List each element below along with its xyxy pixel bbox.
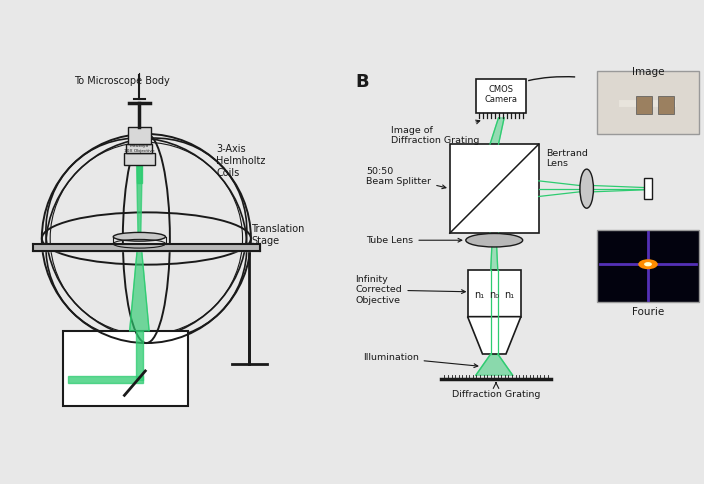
Text: B: B	[356, 73, 369, 91]
Text: Tube Lens: Tube Lens	[366, 236, 462, 245]
Bar	[477, 79, 527, 113]
Ellipse shape	[639, 259, 658, 269]
Bar	[643, 178, 653, 199]
Text: 50:50
Beam Splitter: 50:50 Beam Splitter	[366, 166, 446, 189]
Ellipse shape	[113, 232, 165, 241]
Text: Infinity
Corrected
Objective: Infinity Corrected Objective	[356, 275, 465, 305]
Polygon shape	[136, 331, 143, 379]
Ellipse shape	[466, 233, 522, 247]
Polygon shape	[137, 166, 142, 183]
Text: n₁: n₁	[474, 290, 484, 301]
Text: Translation
Stage: Translation Stage	[251, 224, 304, 246]
Text: n₁: n₁	[504, 290, 514, 301]
Bar	[636, 95, 653, 114]
Text: Diffraction Grating: Diffraction Grating	[452, 390, 540, 398]
Bar	[598, 71, 698, 134]
Bar	[658, 95, 674, 114]
Polygon shape	[130, 244, 149, 331]
Text: Mitutoyo
10X Objective: Mitutoyo 10X Objective	[124, 144, 155, 153]
Polygon shape	[491, 240, 498, 271]
Polygon shape	[490, 118, 504, 144]
Polygon shape	[68, 376, 143, 383]
Polygon shape	[476, 354, 513, 375]
Bar	[128, 127, 151, 144]
Ellipse shape	[580, 169, 593, 208]
Bar	[63, 331, 188, 406]
Bar	[467, 271, 521, 317]
Text: 3-Axis
Helmholtz
Coils: 3-Axis Helmholtz Coils	[216, 144, 265, 178]
Text: To Microscope Body: To Microscope Body	[74, 76, 170, 87]
Text: Image: Image	[631, 67, 665, 77]
Bar	[126, 144, 153, 153]
Text: Illumination: Illumination	[363, 353, 478, 367]
Text: n₀: n₀	[489, 290, 499, 301]
Bar	[450, 144, 539, 233]
Text: Image of
Diffraction Grating: Image of Diffraction Grating	[391, 120, 479, 145]
Bar	[124, 153, 155, 166]
Bar	[598, 229, 698, 302]
Polygon shape	[467, 317, 521, 354]
Text: Bertrand
Lens: Bertrand Lens	[546, 149, 588, 168]
Polygon shape	[33, 244, 260, 251]
Text: CMOS
Camera: CMOS Camera	[485, 85, 518, 104]
Polygon shape	[490, 233, 498, 240]
Polygon shape	[137, 166, 142, 236]
Text: Fourie: Fourie	[632, 307, 664, 317]
Polygon shape	[491, 271, 498, 354]
Ellipse shape	[644, 262, 652, 266]
